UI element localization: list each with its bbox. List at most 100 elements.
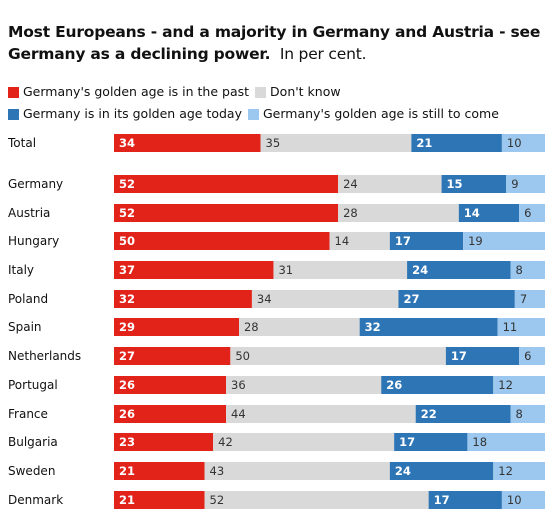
row-label-denmark: Denmark [8,493,63,507]
data-label-italy-past: 37 [119,263,135,277]
bar-bulgaria-dontknow [213,433,395,451]
data-label-italy-tocome: 8 [516,263,523,277]
data-label-germany-tocome: 9 [511,177,518,191]
data-label-austria-past: 52 [119,206,135,220]
row-label-france: France [8,407,48,421]
bar-hungary-past [114,232,330,250]
bar-total-tocome [501,134,545,152]
data-label-france-dontknow: 44 [231,407,246,421]
data-label-austria-dontknow: 28 [343,206,358,220]
data-label-portugal-past: 26 [119,378,135,392]
row-label-germany: Germany [8,177,63,191]
data-label-hungary-today: 17 [395,234,411,248]
bar-total-past [114,134,261,152]
data-label-netherlands-today: 17 [451,349,467,363]
bar-poland-past [114,290,252,308]
data-label-denmark-tocome: 10 [507,493,522,507]
data-label-spain-dontknow: 28 [244,320,259,334]
data-label-hungary-tocome: 19 [468,234,483,248]
row-label-netherlands: Netherlands [8,349,81,363]
bar-bulgaria-past [114,433,214,451]
data-label-poland-dontknow: 34 [257,292,272,306]
legend-label-tocome: Germany's golden age is still to come [263,106,499,121]
bar-italy-today [407,261,511,279]
legend-swatch-tocome [248,108,259,120]
data-label-sweden-dontknow: 43 [210,464,225,478]
data-label-spain-tocome: 11 [503,320,518,334]
data-label-total-past: 34 [119,136,135,150]
data-label-france-past: 26 [119,407,135,421]
data-label-italy-dontknow: 31 [278,263,293,277]
bar-hungary-dontknow [329,232,390,250]
bar-austria-today [458,204,520,222]
legend-label-past: Germany's golden age is in the past [23,84,250,99]
bar-total-dontknow [260,134,412,152]
data-label-poland-today: 27 [403,292,419,306]
row-label-austria: Austria [8,206,50,220]
bar-denmark-past [114,491,205,509]
bar-italy-dontknow [273,261,408,279]
legend-row-2: Germany is in its golden age today Germa… [8,103,553,125]
data-label-bulgaria-today: 17 [399,435,415,449]
row-label-bulgaria: Bulgaria [8,435,58,449]
bar-portugal-past [114,376,227,394]
data-label-germany-past: 52 [119,177,135,191]
bar-france-tocome [510,405,545,423]
bar-italy-tocome [510,261,545,279]
data-label-portugal-dontknow: 36 [231,378,246,392]
legend-item-dontknow: Don't know [255,81,341,103]
data-label-france-tocome: 8 [516,407,523,421]
row-label-spain: Spain [8,320,42,334]
data-label-poland-tocome: 7 [520,292,527,306]
bar-portugal-today [381,376,494,394]
bar-spain-today [359,318,498,336]
data-label-germany-dontknow: 24 [343,177,358,191]
bar-netherlands-tocome [519,347,545,365]
data-label-bulgaria-tocome: 18 [472,435,487,449]
bar-denmark-dontknow [204,491,429,509]
data-label-sweden-past: 21 [119,464,135,478]
bar-germany-dontknow [338,175,442,193]
legend-item-today: Germany is in its golden age today [8,103,242,125]
bar-france-past [114,405,227,423]
data-label-total-today: 21 [416,136,432,150]
bar-hungary-tocome [463,232,545,250]
data-label-spain-today: 32 [365,320,381,334]
bar-denmark-tocome [501,491,545,509]
data-label-bulgaria-dontknow: 42 [218,435,233,449]
data-label-bulgaria-past: 23 [119,435,135,449]
data-label-austria-tocome: 6 [524,206,531,220]
bar-germany-past [114,175,339,193]
bar-spain-dontknow [238,318,360,336]
row-label-hungary: Hungary [8,234,59,248]
data-label-denmark-today: 17 [434,493,450,507]
data-label-hungary-dontknow: 14 [335,234,350,248]
data-label-sweden-today: 24 [395,464,411,478]
bar-france-today [415,405,511,423]
bar-denmark-today [428,491,502,509]
bar-sweden-dontknow [204,462,390,480]
bar-hungary-today [389,232,464,250]
data-label-austria-today: 14 [464,206,480,220]
bar-poland-tocome [514,290,545,308]
legend-label-dontknow: Don't know [270,84,341,99]
row-label-sweden: Sweden [8,464,55,478]
bar-netherlands-dontknow [230,347,446,365]
data-label-netherlands-past: 27 [119,349,135,363]
bar-germany-tocome [506,175,545,193]
data-label-denmark-dontknow: 52 [210,493,225,507]
legend-label-today: Germany is in its golden age today [23,106,242,121]
row-label-total: Total [7,136,36,150]
data-label-netherlands-dontknow: 50 [235,349,250,363]
bar-sweden-past [114,462,205,480]
bar-total-today [411,134,502,152]
bar-sweden-tocome [493,462,545,480]
data-label-portugal-tocome: 12 [498,378,513,392]
data-label-italy-today: 24 [412,263,428,277]
bar-austria-past [114,204,339,222]
legend-swatch-past [8,86,19,98]
bar-poland-today [398,290,515,308]
data-label-denmark-past: 21 [119,493,135,507]
